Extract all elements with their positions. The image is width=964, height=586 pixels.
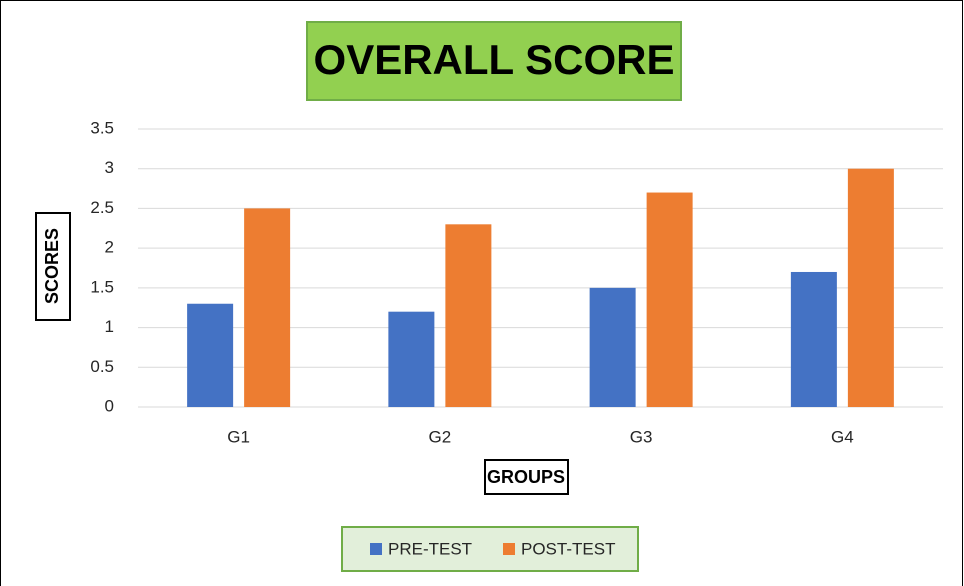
title-box bbox=[306, 21, 682, 101]
bar bbox=[388, 311, 435, 407]
x-tick-label: G1 bbox=[227, 427, 250, 446]
legend-label: PRE-TEST bbox=[388, 539, 472, 558]
x-label-box bbox=[484, 459, 569, 495]
bar bbox=[790, 271, 837, 407]
x-tick-label: G2 bbox=[429, 427, 452, 446]
y-axis-label: SCORES bbox=[42, 228, 62, 304]
bar bbox=[589, 287, 636, 407]
bar bbox=[847, 168, 894, 407]
y-tick-label: 3 bbox=[105, 158, 114, 177]
y-tick-label: 0 bbox=[105, 396, 114, 415]
bar bbox=[646, 192, 693, 407]
x-axis-label: GROUPS bbox=[487, 467, 565, 487]
y-tick-label: 1 bbox=[105, 317, 114, 336]
x-tick-label: G3 bbox=[630, 427, 653, 446]
legend-swatch bbox=[370, 543, 382, 555]
legend-label: POST-TEST bbox=[521, 539, 615, 558]
y-tick-label: 2.5 bbox=[90, 198, 114, 217]
bar bbox=[244, 208, 291, 407]
y-tick-label: 0.5 bbox=[90, 357, 114, 376]
bar bbox=[445, 224, 492, 407]
y-tick-label: 1.5 bbox=[90, 277, 114, 296]
y-tick-label: 3.5 bbox=[90, 118, 114, 137]
x-tick-label: G4 bbox=[831, 427, 854, 446]
bar bbox=[187, 303, 234, 407]
legend-swatch bbox=[503, 543, 515, 555]
chart-title: OVERALL SCORE bbox=[314, 36, 675, 83]
legend-box bbox=[341, 526, 639, 572]
y-label-box bbox=[35, 212, 71, 321]
y-tick-label: 2 bbox=[105, 238, 114, 257]
